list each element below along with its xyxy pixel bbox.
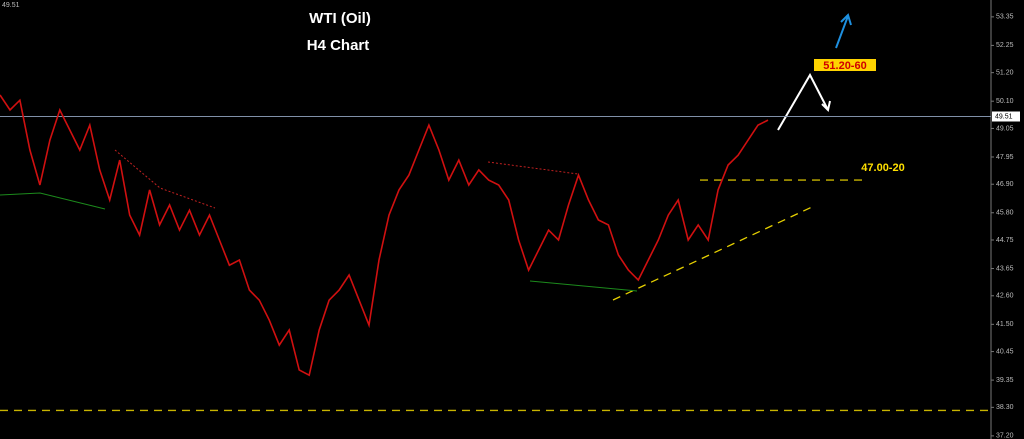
price-line: [0, 94, 769, 377]
support-line: [0, 192, 106, 210]
y-tick-label: 40.45: [996, 348, 1014, 355]
annotation: 47.00-20: [861, 162, 904, 174]
y-tick-label: 45.80: [996, 210, 1014, 217]
y-tick-label: 53.35: [996, 14, 1014, 21]
chart-subtitle: H4 Chart: [307, 37, 370, 54]
last-price-label: 49.51: [995, 113, 1013, 120]
y-tick-label: 44.75: [996, 237, 1014, 244]
y-tick-label: 51.20: [996, 69, 1014, 76]
y-tick-label: 49.05: [996, 125, 1014, 132]
support-line: [529, 280, 638, 292]
forecast-arrow: [777, 72, 829, 131]
y-tick-label: 50.10: [996, 98, 1014, 105]
trendline: [612, 206, 813, 301]
y-tick-label: 39.35: [996, 377, 1014, 384]
y-tick-label: 37.20: [996, 433, 1014, 439]
annotation-box: [814, 59, 876, 71]
price-corner-label: 49.51: [2, 2, 20, 9]
resistance-line: [487, 161, 579, 175]
y-tick-label: 46.90: [996, 181, 1014, 188]
y-tick-label: 38.30: [996, 404, 1014, 411]
y-tick-label: 47.95: [996, 154, 1014, 161]
price-box: [992, 111, 1020, 122]
y-tick-label: 41.50: [996, 321, 1014, 328]
chart-title: WTI (Oil): [309, 10, 371, 27]
y-tick-label: 52.25: [996, 42, 1014, 49]
arrow-head: [821, 100, 831, 112]
y-tick-label: 43.65: [996, 265, 1014, 272]
annotation: 51.20-60: [823, 60, 866, 72]
resistance-line: [114, 149, 216, 209]
y-tick-label: 42.60: [996, 293, 1014, 300]
arrow-head: [840, 13, 852, 26]
target-arrow: [835, 15, 849, 49]
